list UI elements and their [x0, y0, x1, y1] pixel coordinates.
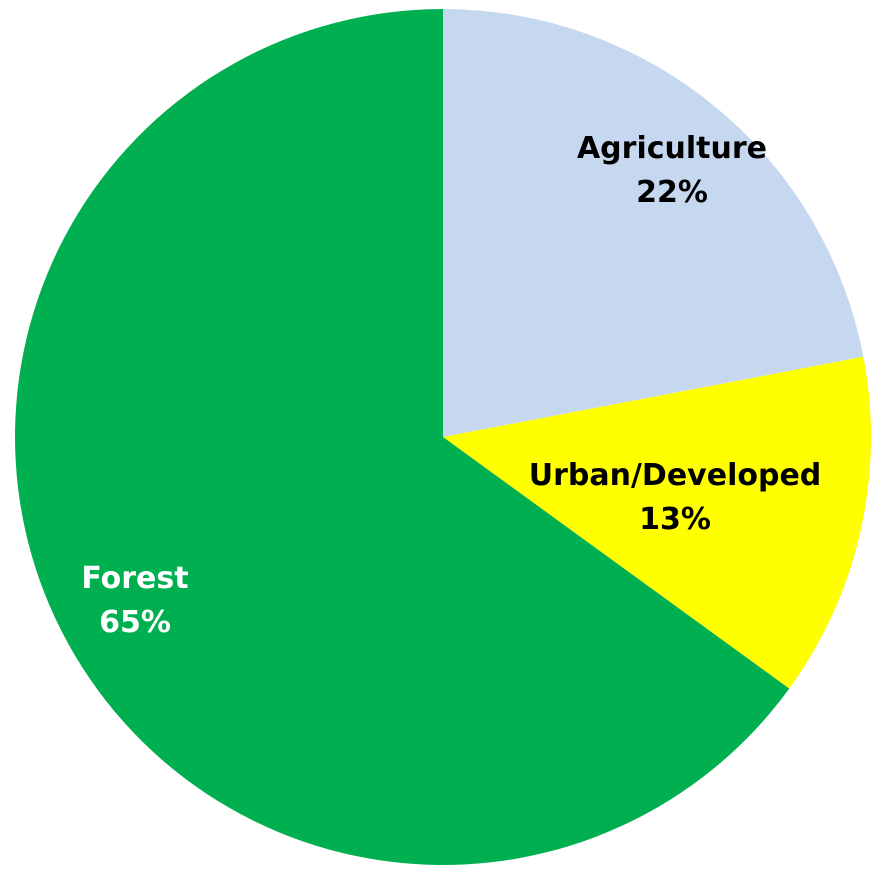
pie-slice-urban-developed: [443, 356, 871, 689]
slice-label-urban-developed: Urban/Developed: [529, 458, 822, 493]
slice-value-forest: 65%: [99, 605, 171, 640]
pie-labels: Agriculture 22% Urban/Developed 13% Forest 65…: [81, 131, 821, 640]
pie-slice-forest: [14, 9, 790, 865]
slice-value-agriculture: 22%: [636, 175, 708, 210]
slice-value-urban-developed: 13%: [639, 502, 711, 537]
slice-label-forest: Forest: [81, 561, 188, 596]
slice-label-agriculture: Agriculture: [577, 131, 767, 166]
pie-slices: [14, 9, 871, 865]
pie-slice-agriculture: [443, 9, 864, 437]
